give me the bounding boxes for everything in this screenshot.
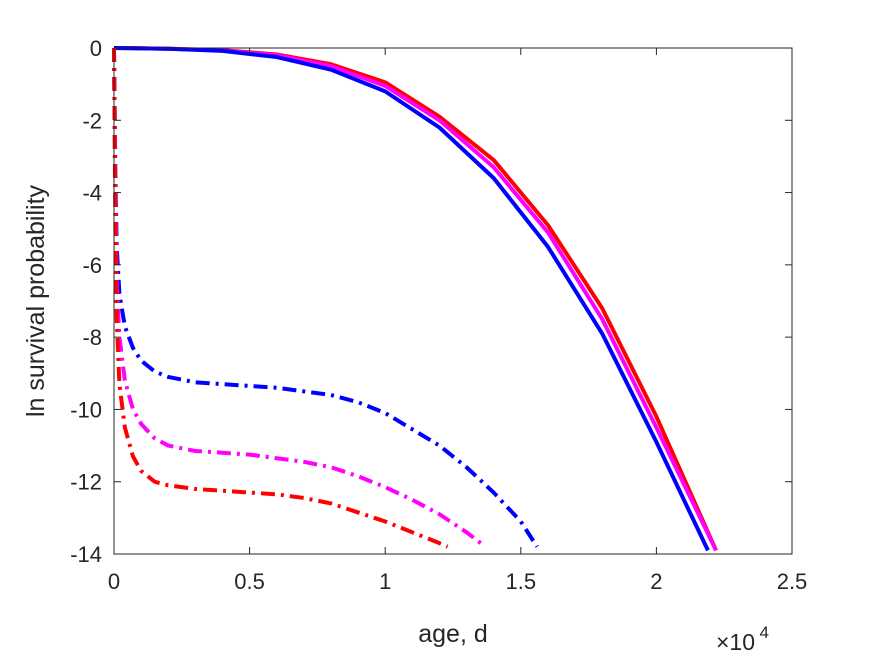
x-tick-label: 1.5	[506, 569, 537, 594]
series-line-3	[113, 46, 710, 552]
y-tick-label: -12	[70, 470, 102, 495]
plot-area-frame	[113, 47, 793, 555]
x-tick-label: 0	[108, 569, 120, 594]
x-tick-label: 0.5	[234, 569, 265, 594]
y-tick-label: -6	[82, 253, 102, 278]
x-axis-label: age, d	[418, 620, 488, 648]
y-axis-label: ln survival probability	[22, 184, 50, 417]
y-tick-label: -14	[70, 542, 102, 567]
series-line-5	[112, 47, 487, 549]
y-tick-label: -4	[82, 181, 102, 206]
series-line-6	[112, 47, 449, 549]
x-axis-exponent-power: 4	[759, 623, 768, 642]
y-tick-label: 0	[90, 36, 102, 61]
series-line-2	[113, 46, 718, 552]
x-tick-label: 1	[379, 569, 391, 594]
x-axis-exponent-base: ×10	[716, 629, 755, 655]
x-tick-label: 2.5	[777, 569, 808, 594]
y-tick-label: -10	[70, 397, 102, 422]
series-layer	[112, 46, 718, 552]
x-axis-exponent: ×10 4	[716, 623, 769, 655]
y-tick-label: -2	[82, 108, 102, 133]
x-axis: 0 0.5 1 1.5 2 2.5	[108, 48, 807, 594]
series-line-4	[112, 47, 539, 548]
y-tick-label: -8	[82, 325, 102, 350]
x-tick-label: 2	[650, 569, 662, 594]
y-axis: 0 -2 -4 -6 -8 -10 -12 -14	[70, 36, 792, 567]
series-line-1	[113, 46, 718, 552]
